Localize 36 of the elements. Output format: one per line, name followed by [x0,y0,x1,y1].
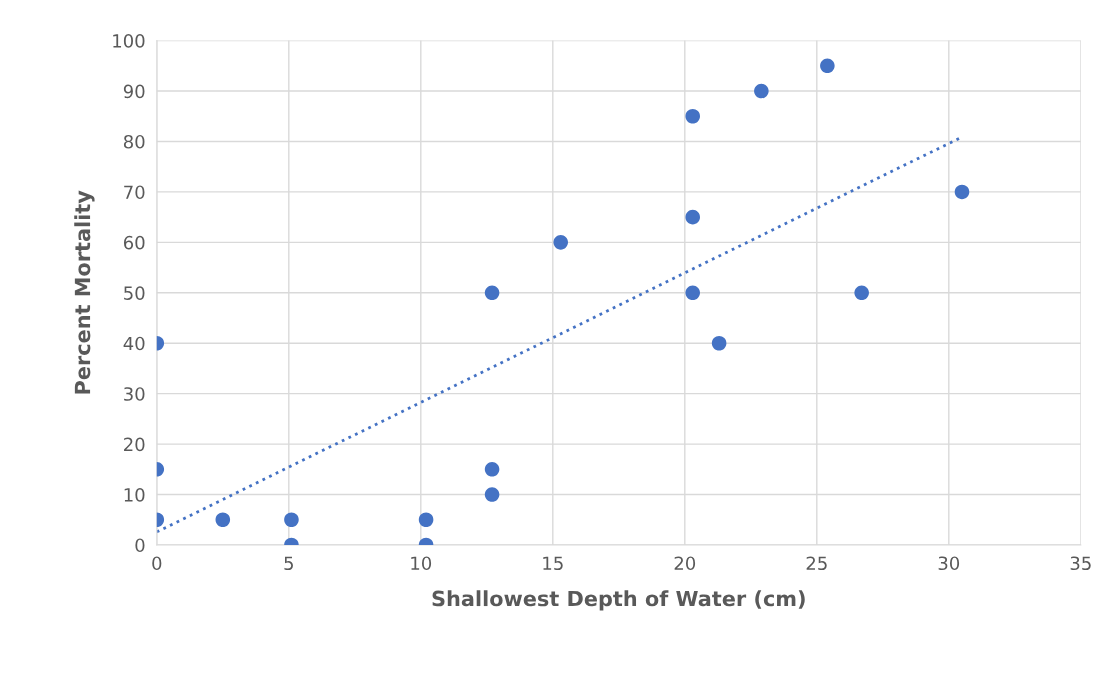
point [484,462,500,477]
y-tick-label: 10 [124,488,145,502]
y-tick-label: 40 [123,336,145,351]
point [820,58,835,74]
x-axis-title: Shallowest Depth of Water (cm) [432,590,805,611]
y-tick-label: 70 [124,185,145,200]
y-axis-title: Percent Mortality [74,190,95,394]
y-tick-label: 30 [124,387,145,401]
x-tick-label: 30 [938,556,960,571]
point [754,83,769,99]
y-tick-label: 90 [123,84,145,99]
y-tick-label: 60 [123,235,145,250]
y-tick-label: 50 [124,286,145,300]
point [954,184,970,200]
x-tick-label: 35 [1070,556,1091,571]
y-tick-label: 100 [113,34,145,48]
point [553,235,568,250]
y-tick-label: 0 [135,538,145,553]
point [484,285,500,301]
y-tick-label: 80 [123,134,145,149]
point [685,285,700,301]
point [854,285,869,301]
point [711,335,727,351]
x-tick-label: 25 [806,556,827,571]
point [284,512,299,528]
point [484,487,500,502]
x-tick-label: 0 [152,556,162,571]
x-tick-label: 20 [674,556,696,571]
x-tick-label: 5 [284,556,293,571]
y-tick-label: 20 [124,437,145,452]
point [685,108,700,124]
point [685,209,700,225]
x-tick-label: 15 [543,556,563,571]
point [418,512,434,528]
x-tick-label: 10 [411,556,432,571]
point [215,512,231,528]
